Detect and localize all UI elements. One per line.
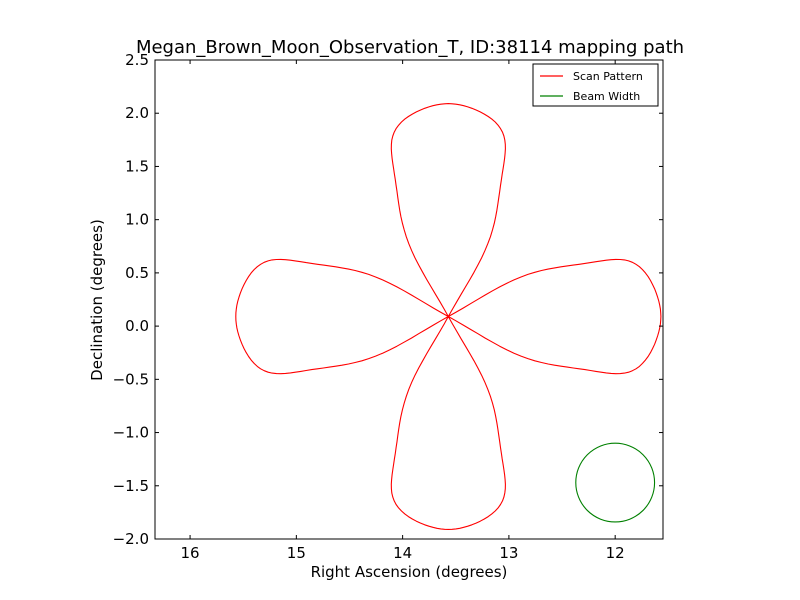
y-tick-label: 0.0	[125, 317, 149, 335]
scan-pattern-line	[235, 103, 662, 530]
y-tick-label: 2.0	[125, 104, 149, 122]
plot-area: 16 15 14 13 12 −2.0 −1.5 −1.0 −0.5 0.0 0.5 1.0 1.5 2.…	[113, 51, 664, 562]
y-tick-label: −1.0	[113, 424, 149, 442]
chart-title: Megan_Brown_Moon_Observation_T, ID:38114…	[136, 37, 684, 58]
legend-label-beam-width: Beam Width	[573, 90, 640, 103]
y-tick-label: 0.5	[125, 264, 149, 282]
legend-label-scan-pattern: Scan Pattern	[573, 70, 643, 83]
y-tick-label: 2.5	[125, 51, 149, 69]
y-tick-label: −2.0	[113, 530, 149, 548]
y-axis-title: Declination (degrees)	[88, 219, 106, 381]
y-tick-label: 1.0	[125, 211, 149, 229]
legend: Scan Pattern Beam Width	[532, 63, 659, 107]
tick-layer: 16 15 14 13 12 −2.0 −1.5 −1.0 −0.5 0.0 0.5 1.0 1.5 2.…	[113, 51, 663, 562]
x-tick-label: 16	[181, 544, 200, 562]
beam-width-circle	[575, 442, 656, 523]
x-tick-label: 14	[393, 544, 412, 562]
x-tick-label: 12	[606, 544, 625, 562]
plot-frame	[154, 59, 664, 540]
series-layer	[235, 103, 662, 530]
x-tick-label: 13	[499, 544, 518, 562]
x-tick-label: 15	[287, 544, 306, 562]
x-axis-title: Right Ascension (degrees)	[311, 563, 508, 581]
y-tick-label: −0.5	[113, 370, 149, 388]
legend-box	[532, 63, 659, 107]
y-tick-label: −1.5	[113, 477, 149, 495]
y-tick-label: 1.5	[125, 157, 149, 175]
